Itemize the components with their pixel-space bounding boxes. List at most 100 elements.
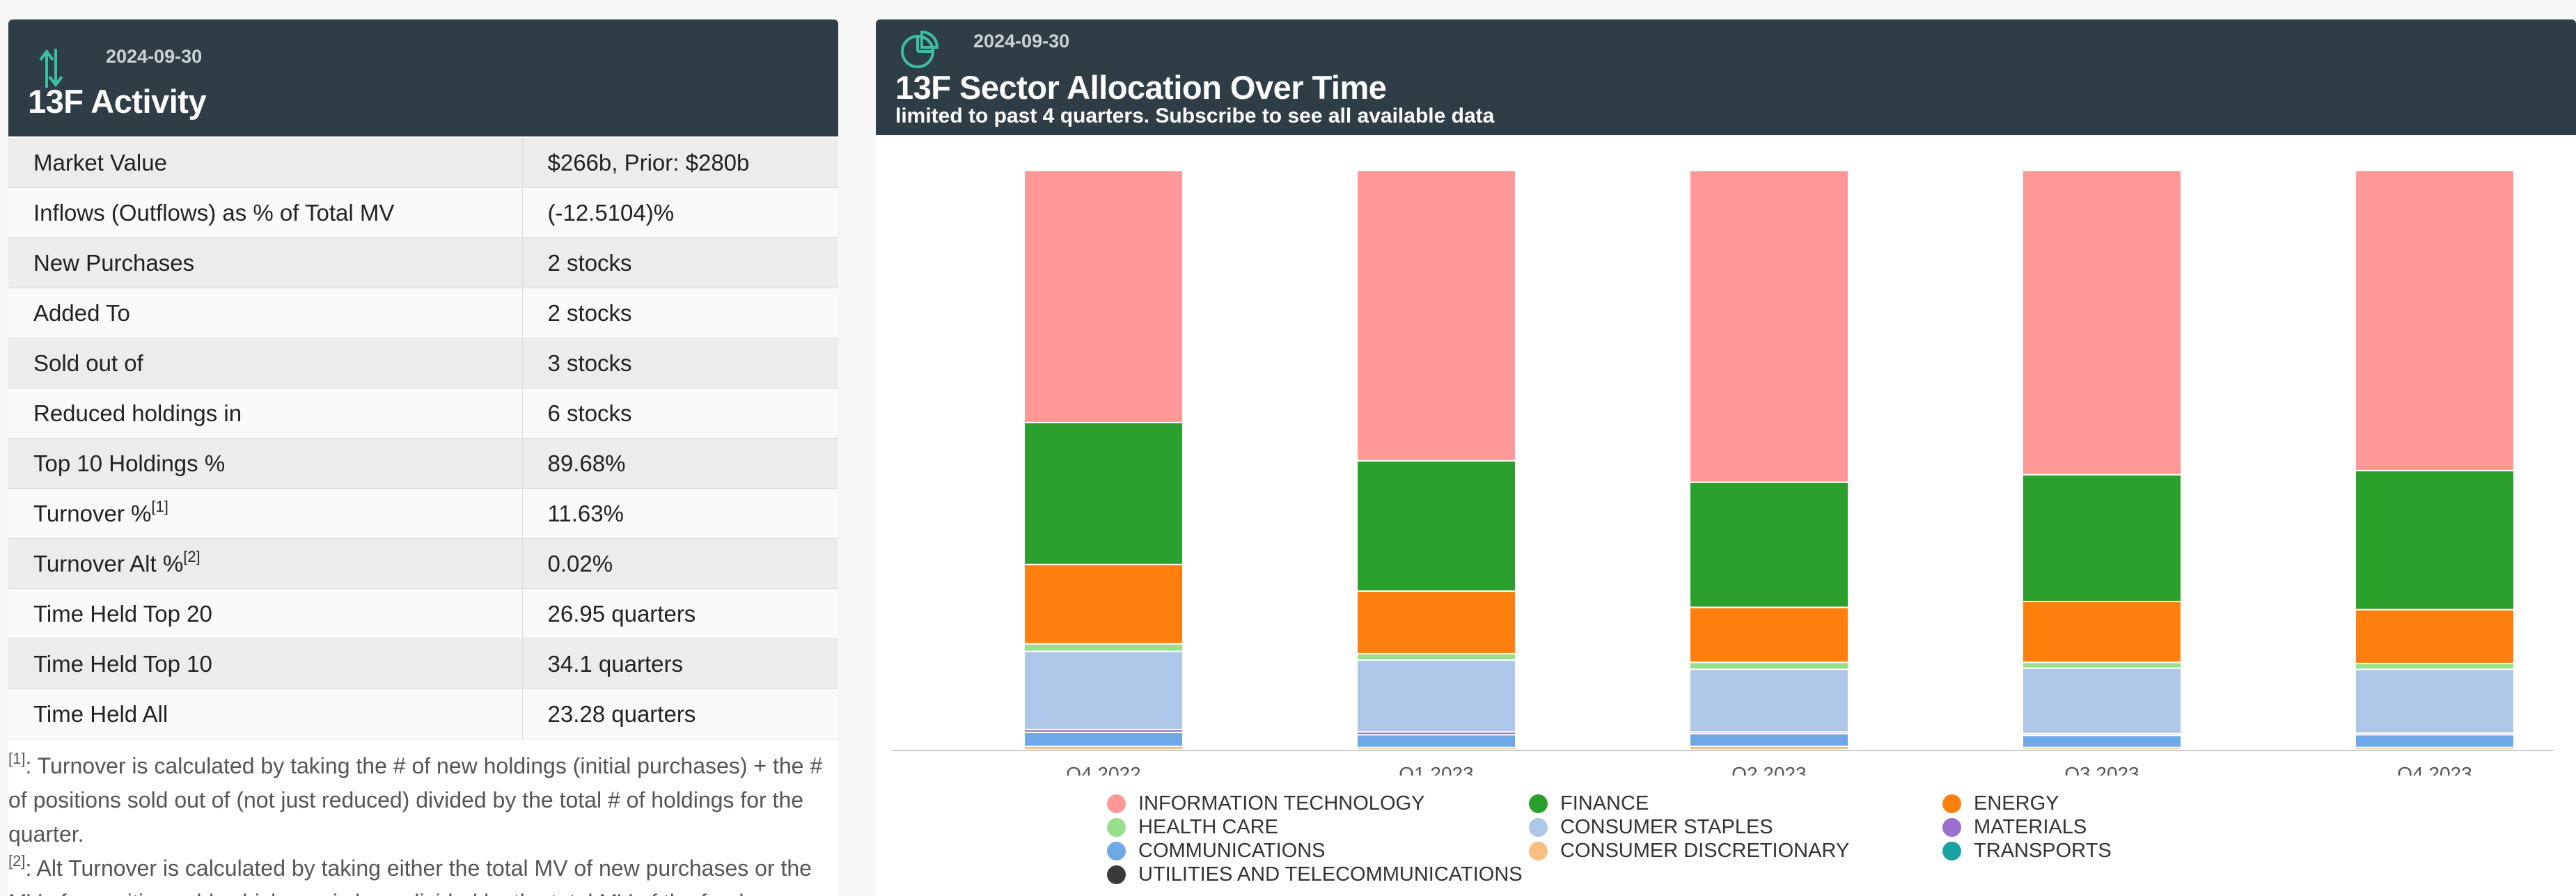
activity-row-value: 11.63% bbox=[521, 488, 838, 539]
legend-label: TRANSPORTS bbox=[1974, 840, 2112, 862]
legend-swatch-icon bbox=[1529, 794, 1548, 813]
legend-item[interactable]: INFORMATION TECHNOLOGY bbox=[1107, 792, 1424, 815]
bar-segment[interactable] bbox=[1023, 650, 1184, 730]
bar-segment[interactable] bbox=[1023, 643, 1184, 652]
bar-segment[interactable] bbox=[1689, 170, 1849, 483]
activity-row-value: 23.28 quarters bbox=[521, 689, 838, 739]
bar-segment[interactable] bbox=[2355, 170, 2515, 471]
activity-row: Reduced holdings in 6 stocks bbox=[8, 388, 838, 439]
legend-label: FINANCE bbox=[1560, 792, 1649, 815]
allocation-subtitle: limited to past 4 quarters. Subscribe to… bbox=[895, 104, 1495, 127]
bar-segment[interactable] bbox=[1689, 661, 1849, 670]
footnote-2: [2]: Alt Turnover is calculated by takin… bbox=[8, 851, 838, 896]
activity-label-text: New Purchases bbox=[33, 249, 195, 276]
activity-label-text: Time Held Top 10 bbox=[33, 650, 212, 677]
allocation-header: 2024-09-30 13F Sector Allocation Over Ti… bbox=[876, 19, 2576, 135]
legend-swatch-icon bbox=[1107, 842, 1126, 860]
activity-row-value: (-12.5104)% bbox=[521, 187, 838, 238]
bar-segment[interactable] bbox=[1356, 459, 1516, 592]
bar-segment[interactable] bbox=[1023, 421, 1184, 565]
activity-row-label: Reduced holdings in bbox=[8, 388, 522, 439]
activity-row-label: Time Held All bbox=[8, 689, 522, 739]
legend-swatch-icon bbox=[1107, 818, 1126, 837]
bar-segment[interactable] bbox=[1689, 732, 1849, 748]
legend-swatch-icon bbox=[1942, 794, 1961, 813]
legend-item[interactable]: UTILITIES AND TELECOMMUNICATIONS bbox=[1107, 863, 1523, 886]
activity-row: Turnover Alt %[2] 0.02% bbox=[8, 538, 838, 589]
bar-segment[interactable] bbox=[1356, 652, 1516, 661]
bar-segment[interactable] bbox=[1356, 590, 1516, 654]
bar-segment[interactable] bbox=[1023, 170, 1184, 423]
bar-segment[interactable] bbox=[1023, 732, 1184, 748]
bar-segment[interactable] bbox=[1356, 734, 1516, 748]
activity-row-label: Turnover %[1] bbox=[8, 488, 522, 539]
bar-segment[interactable] bbox=[2022, 667, 2182, 734]
legend-item[interactable]: COMMUNICATIONS bbox=[1107, 840, 1326, 863]
activity-label-text: Reduced holdings in bbox=[33, 400, 242, 426]
activity-label-text: Time Held Top 20 bbox=[33, 600, 212, 627]
activity-row: Added To 2 stocks bbox=[8, 288, 838, 338]
activity-label-text: Turnover Alt % bbox=[33, 550, 184, 576]
activity-row: Time Held Top 10 34.1 quarters bbox=[8, 638, 838, 689]
activity-row: Market Value $266b, Prior: $280b bbox=[8, 138, 838, 188]
allocation-panel: 2024-09-30 13F Sector Allocation Over Ti… bbox=[876, 19, 2576, 896]
bar-segment[interactable] bbox=[1689, 606, 1849, 663]
bar-segment[interactable] bbox=[2022, 661, 2182, 669]
legend-label: MATERIALS bbox=[1974, 816, 2087, 838]
bar-segment[interactable] bbox=[2355, 668, 2515, 734]
activity-row: Top 10 Holdings % 89.68% bbox=[8, 438, 838, 489]
activity-row: Time Held All 23.28 quarters bbox=[8, 689, 838, 739]
legend-label: HEALTH CARE bbox=[1138, 816, 1278, 838]
legend-item[interactable]: FINANCE bbox=[1529, 792, 1649, 815]
bar-segment[interactable] bbox=[1689, 668, 1849, 733]
x-tick-label: Q3 2023 bbox=[2064, 763, 2139, 776]
activity-row-label: Added To bbox=[8, 288, 522, 338]
activity-panel: 2024-09-30 13F Activity Market Value $266… bbox=[8, 19, 838, 896]
legend-swatch-icon bbox=[1107, 865, 1126, 884]
activity-row: Inflows (Outflows) as % of Total MV (-12.… bbox=[8, 187, 838, 238]
activity-label-text: Time Held All bbox=[33, 700, 168, 727]
bar-segment[interactable] bbox=[1356, 659, 1516, 733]
activity-row-value: 3 stocks bbox=[521, 338, 838, 388]
activity-row-value: 6 stocks bbox=[521, 388, 838, 439]
bar-segment[interactable] bbox=[2022, 601, 2182, 663]
footnote-2-mark: [2] bbox=[8, 852, 26, 870]
legend-label: CONSUMER DISCRETIONARY bbox=[1560, 840, 1850, 862]
legend-label: COMMUNICATIONS bbox=[1138, 840, 1326, 862]
bar-segment[interactable] bbox=[1689, 481, 1849, 608]
legend-label: UTILITIES AND TELECOMMUNICATIONS bbox=[1138, 863, 1523, 886]
bar-segment[interactable] bbox=[2022, 473, 2182, 603]
bar-segment[interactable] bbox=[2355, 608, 2515, 665]
activity-label-text: Added To bbox=[33, 299, 130, 326]
activity-row: New Purchases 2 stocks bbox=[8, 237, 838, 288]
legend-item[interactable]: HEALTH CARE bbox=[1107, 816, 1278, 839]
activity-row-label: Time Held Top 10 bbox=[8, 638, 522, 689]
activity-label-text: Sold out of bbox=[33, 349, 143, 376]
pie-chart-icon bbox=[901, 30, 939, 68]
legend-item[interactable]: TRANSPORTS bbox=[1942, 840, 2112, 863]
activity-row: Turnover %[1] 11.63% bbox=[8, 488, 838, 539]
legend-label: ENERGY bbox=[1974, 792, 2059, 815]
x-tick-label: Q4 2022 bbox=[1066, 763, 1140, 776]
bar-segment[interactable] bbox=[2355, 734, 2515, 748]
bar-segment[interactable] bbox=[1356, 170, 1516, 462]
activity-row-label: Sold out of bbox=[8, 338, 522, 388]
up-down-arrows-icon bbox=[39, 49, 63, 88]
activity-row-label: Market Value bbox=[8, 138, 522, 188]
activity-label-text: Top 10 Holdings % bbox=[33, 450, 226, 476]
bar-segment[interactable] bbox=[2355, 663, 2515, 670]
bar-segment[interactable] bbox=[2022, 170, 2182, 475]
x-tick-label: Q2 2023 bbox=[1731, 763, 1806, 776]
activity-row-label: New Purchases bbox=[8, 237, 522, 288]
legend-item[interactable]: CONSUMER DISCRETIONARY bbox=[1529, 840, 1849, 863]
activity-row-value: 89.68% bbox=[521, 438, 838, 489]
bar-segment[interactable] bbox=[2022, 734, 2182, 748]
legend-item[interactable]: MATERIALS bbox=[1942, 816, 2087, 839]
bar-segment[interactable] bbox=[2355, 469, 2515, 611]
activity-row-value: 2 stocks bbox=[521, 237, 838, 288]
legend-item[interactable]: ENERGY bbox=[1942, 792, 2059, 815]
footnote-2-text: : Alt Turnover is calculated by taking e… bbox=[8, 856, 812, 896]
legend-item[interactable]: CONSUMER STAPLES bbox=[1529, 816, 1773, 839]
activity-row-value: 34.1 quarters bbox=[521, 638, 838, 689]
bar-segment[interactable] bbox=[1023, 563, 1184, 645]
